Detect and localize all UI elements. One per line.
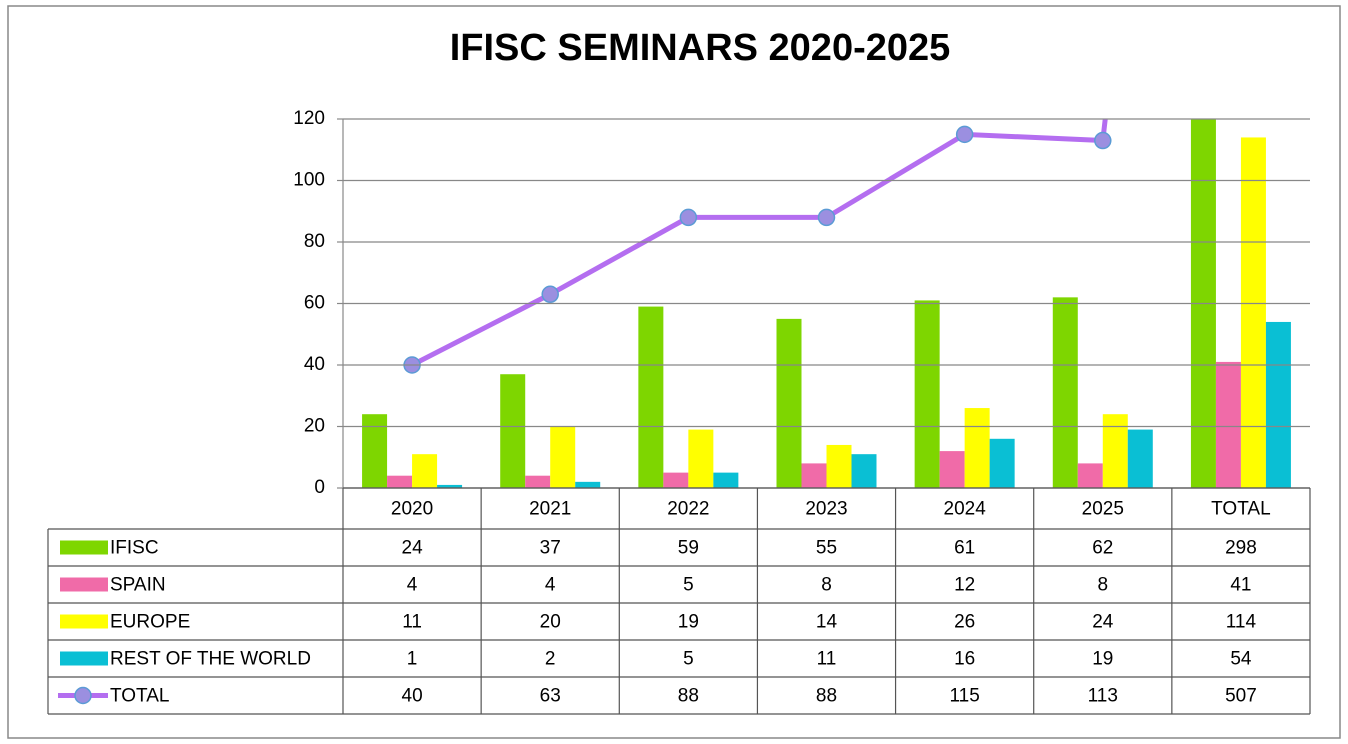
y-tick-label: 60	[304, 293, 325, 314]
table-value: 19	[1092, 649, 1113, 670]
bar	[1215, 361, 1241, 488]
legend-key	[60, 540, 108, 555]
legend-label: IFISC	[110, 538, 159, 559]
y-tick-label: 120	[293, 108, 325, 129]
bar	[801, 463, 827, 488]
chart-title: IFISC SEMINARS 2020-2025	[450, 27, 951, 69]
chart-border	[7, 5, 1341, 739]
x-tick-label: 2022	[667, 499, 709, 520]
table-value: 12	[954, 575, 975, 596]
line-marker	[1094, 131, 1112, 150]
line-marker	[541, 285, 559, 304]
table-value: 8	[821, 575, 832, 596]
table-value: 5	[683, 575, 694, 596]
legend-key	[74, 686, 92, 705]
table-value: 63	[540, 686, 561, 707]
table-value: 507	[1225, 686, 1257, 707]
table-value: 4	[545, 575, 556, 596]
table-value: 24	[1092, 612, 1114, 633]
table-value: 298	[1225, 538, 1257, 559]
legend-key	[60, 614, 108, 629]
y-tick-label: 80	[304, 231, 325, 252]
bar	[500, 374, 526, 488]
table-value: 26	[954, 612, 975, 633]
x-tick-label: 2023	[805, 499, 847, 520]
table-value: 88	[816, 686, 837, 707]
bar	[1077, 463, 1103, 488]
legend-label: SPAIN	[110, 575, 166, 596]
plot-area	[362, 119, 1291, 488]
table-value: 4	[407, 575, 418, 596]
bar	[575, 481, 601, 488]
y-tick-label: 0	[314, 477, 325, 498]
line-marker	[955, 125, 974, 144]
table-value: 11	[402, 612, 422, 633]
bar	[914, 300, 940, 488]
legend-key	[60, 577, 108, 592]
y-tick-label: 100	[293, 170, 325, 191]
table-value: 11	[817, 649, 837, 670]
table-value: 88	[678, 686, 699, 707]
bar	[1127, 429, 1153, 488]
table-value: 41	[1230, 575, 1251, 596]
table-value: 61	[954, 538, 975, 559]
x-tick-label: 2024	[944, 499, 987, 520]
table-value: 2	[545, 649, 556, 670]
bar	[1240, 137, 1266, 488]
table-value: 24	[402, 538, 424, 559]
table-value: 54	[1230, 649, 1252, 670]
bar	[362, 414, 388, 488]
y-tick-label: 40	[304, 354, 325, 375]
table-value: 16	[954, 649, 975, 670]
table-value: 19	[678, 612, 699, 633]
table-value: 62	[1092, 538, 1113, 559]
x-tick-label: 2020	[391, 499, 433, 520]
line-marker	[817, 208, 836, 227]
y-tick-label: 20	[304, 416, 325, 437]
bar	[525, 475, 551, 488]
bar	[713, 472, 739, 488]
bar	[412, 454, 438, 488]
table-value: 113	[1088, 686, 1118, 707]
bar	[663, 472, 689, 488]
bar	[964, 408, 990, 488]
legend-key	[60, 651, 108, 666]
table-value: 8	[1097, 575, 1108, 596]
x-tick-label: TOTAL	[1211, 499, 1270, 520]
table-value: 37	[540, 538, 561, 559]
bar	[387, 475, 413, 488]
x-tick-label: 2025	[1082, 499, 1124, 520]
bar	[1265, 321, 1291, 488]
table-value: 14	[816, 612, 838, 633]
bar	[638, 306, 664, 488]
bar	[939, 451, 965, 488]
legend-label: REST OF THE WORLD	[110, 649, 311, 670]
bar	[989, 438, 1015, 488]
bar	[826, 444, 852, 488]
x-tick-label: 2021	[529, 499, 571, 520]
table-value: 20	[540, 612, 561, 633]
table-value: 59	[678, 538, 699, 559]
table-value: 1	[407, 649, 418, 670]
bar	[851, 454, 877, 488]
legend-label: EUROPE	[110, 612, 190, 633]
bar	[776, 318, 802, 488]
bar	[1102, 414, 1128, 488]
bar	[688, 429, 714, 488]
bar	[1052, 297, 1078, 488]
table-value: 55	[816, 538, 837, 559]
bar	[437, 484, 463, 488]
line-marker	[679, 208, 698, 227]
table-value: 114	[1226, 612, 1257, 633]
table-value: 115	[949, 686, 979, 707]
table-value: 5	[683, 649, 694, 670]
bar	[550, 426, 576, 488]
legend-label: TOTAL	[110, 686, 169, 707]
table-value: 40	[402, 686, 423, 707]
